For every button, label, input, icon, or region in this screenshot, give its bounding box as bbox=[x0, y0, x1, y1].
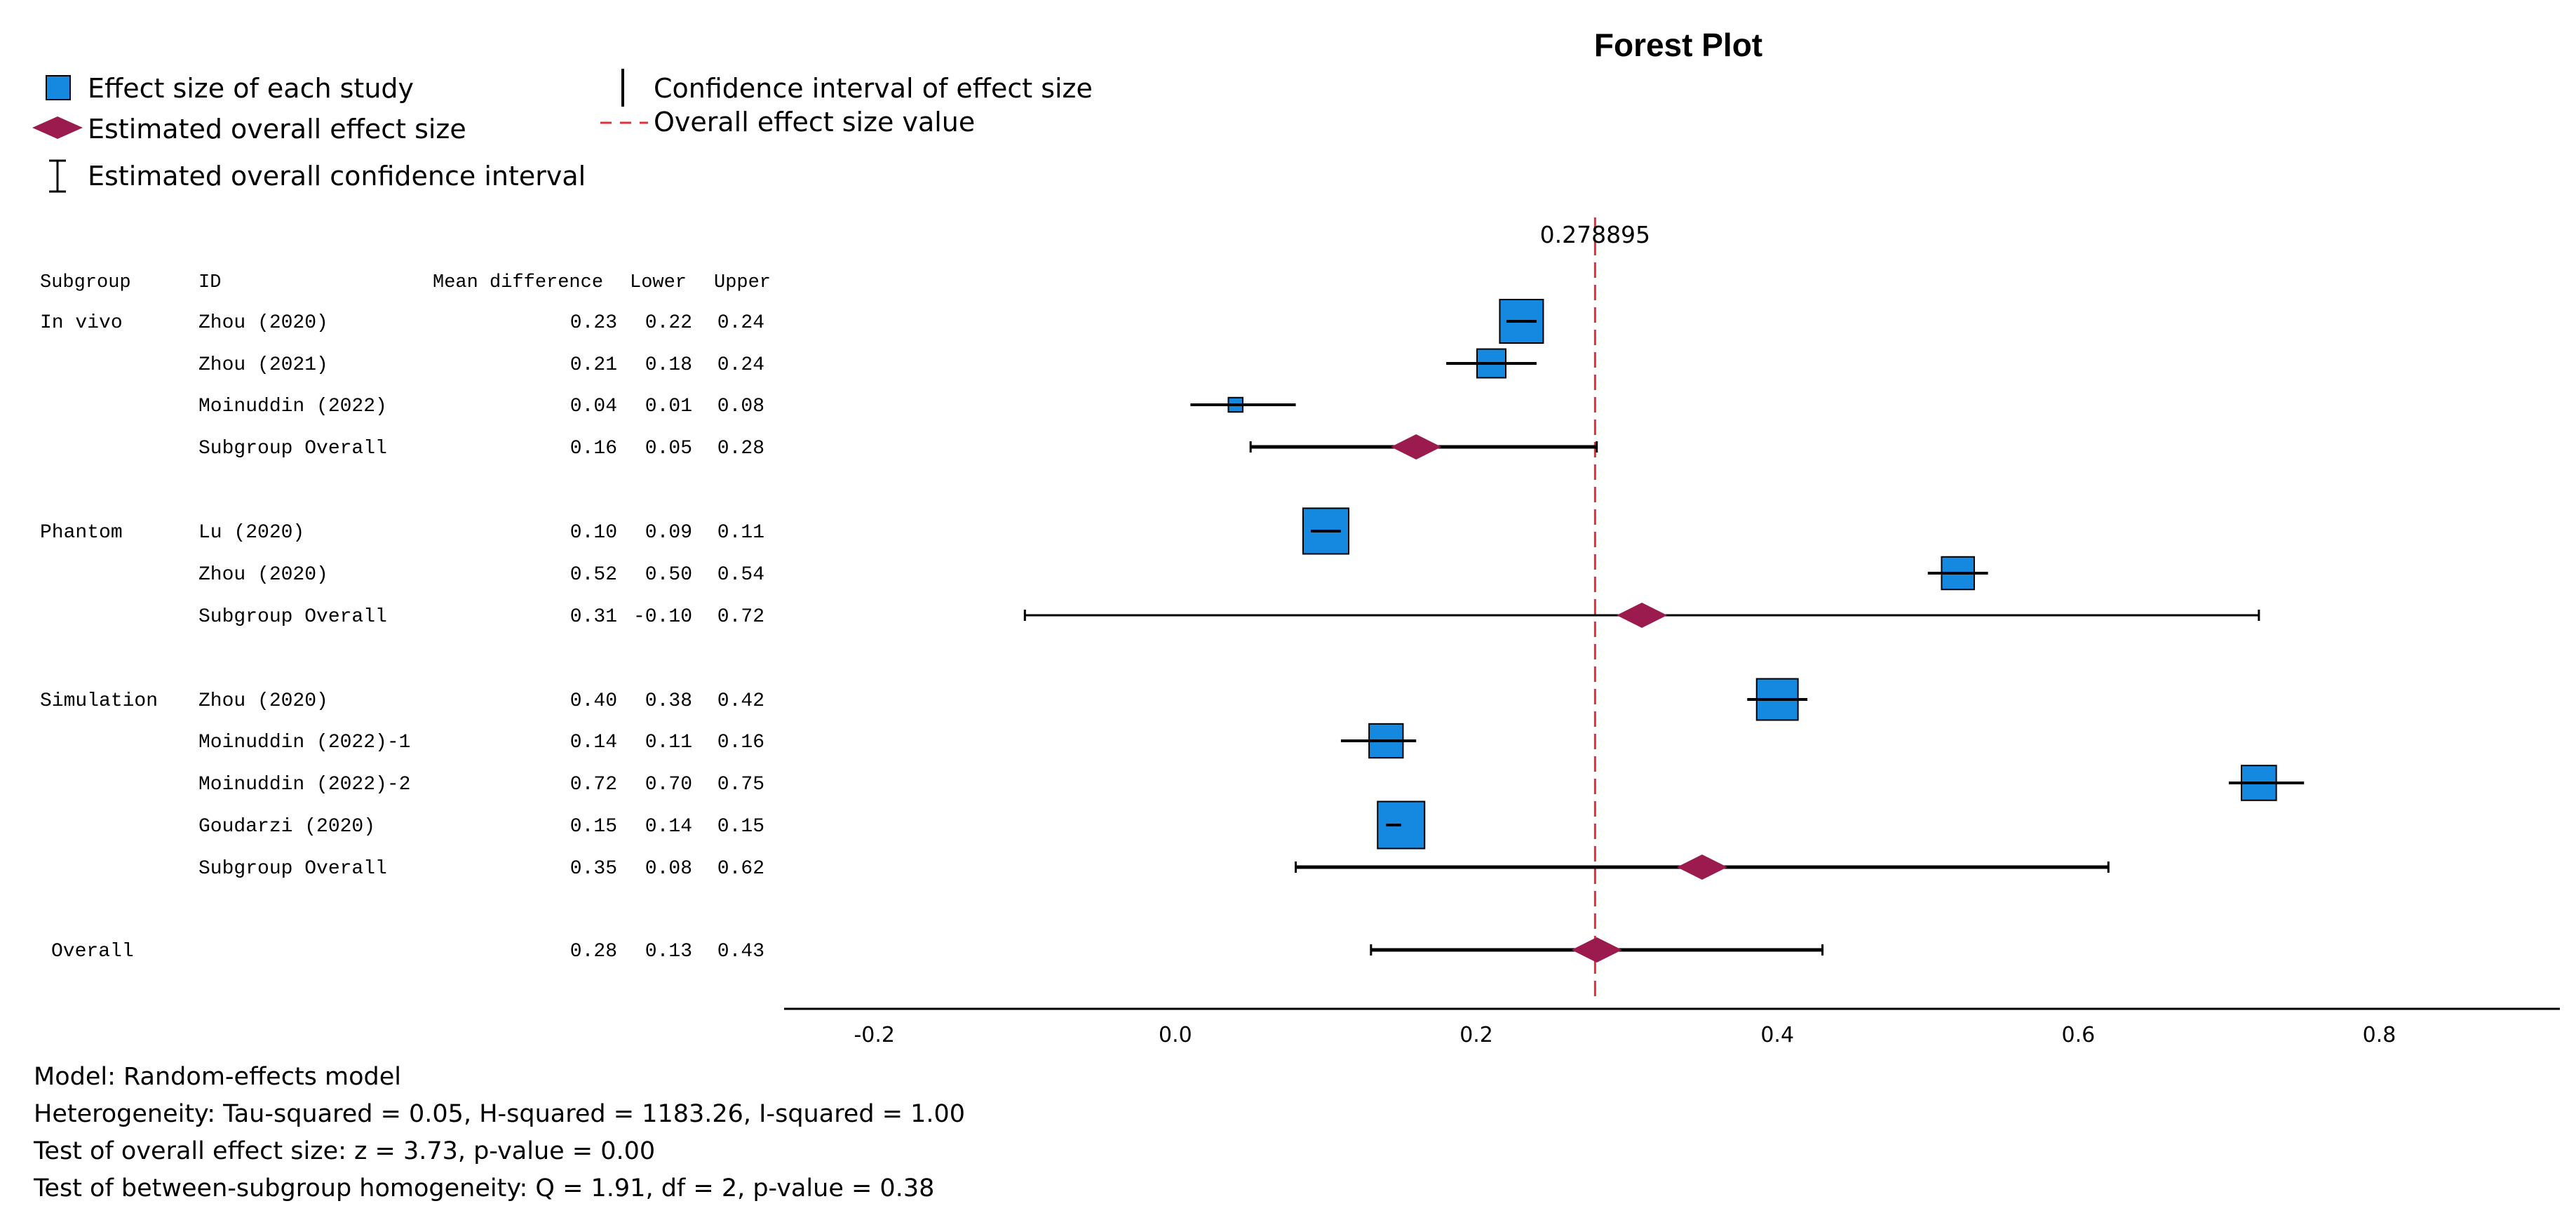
row-lower: 0.13 bbox=[645, 941, 692, 963]
row-mean-difference: 0.40 bbox=[570, 690, 617, 712]
row-study-id: Zhou (2020) bbox=[198, 564, 328, 586]
legend-ref-line-label: Overall effect size value bbox=[654, 107, 975, 138]
row-upper: 0.16 bbox=[717, 732, 764, 753]
footer-overall-test: Test of overall effect size: z = 3.73, p… bbox=[33, 1137, 655, 1165]
x-tick-label: -0.2 bbox=[854, 1023, 895, 1047]
row-study-id: Zhou (2021) bbox=[198, 354, 328, 376]
header-subgroup: Subgroup bbox=[40, 272, 131, 293]
table-header: Subgroup ID Mean difference Lower Upper bbox=[40, 272, 771, 293]
row-lower: -0.10 bbox=[633, 606, 692, 628]
row-study-id: Subgroup Overall bbox=[198, 606, 387, 628]
x-axis-ticks: -0.2 0.0 0.2 0.4 0.6 0.8 bbox=[854, 1023, 2396, 1047]
row-mean-difference: 0.14 bbox=[570, 732, 617, 753]
row-upper: 0.75 bbox=[717, 774, 764, 796]
header-id: ID bbox=[198, 272, 221, 293]
row-lower: 0.50 bbox=[645, 564, 692, 586]
row-study-id: Subgroup Overall bbox=[198, 438, 387, 460]
row-mean-difference: 0.16 bbox=[570, 438, 617, 460]
row-mean-difference: 0.72 bbox=[570, 774, 617, 796]
row-study-id: Lu (2020) bbox=[198, 522, 304, 544]
overall-effect-diamond bbox=[1391, 434, 1442, 460]
overall-effect-diamond bbox=[1676, 854, 1727, 880]
row-upper: 0.28 bbox=[717, 438, 764, 460]
row-upper: 0.11 bbox=[717, 522, 764, 544]
row-upper: 0.42 bbox=[717, 690, 764, 712]
x-tick-label: 0.4 bbox=[1760, 1023, 1794, 1047]
row-study-id: Subgroup Overall bbox=[198, 858, 387, 880]
table-rows: In vivo Zhou (2020) 0.23 0.22 0.24 Zhou (2021… bbox=[40, 312, 764, 963]
row-lower: 0.38 bbox=[645, 690, 692, 712]
legend-study-box-label: Effect size of each study bbox=[88, 73, 414, 104]
row-upper: 0.08 bbox=[717, 396, 764, 417]
row-lower: 0.09 bbox=[645, 522, 692, 544]
x-tick-label: 0.2 bbox=[1459, 1023, 1493, 1047]
row-upper: 0.24 bbox=[717, 312, 764, 334]
row-lower: 0.70 bbox=[645, 774, 692, 796]
legend-overall-ci-label: Estimated overall confidence interval bbox=[88, 161, 586, 192]
chart-title: Forest Plot bbox=[1594, 27, 1762, 63]
row-study-id: Moinuddin (2022)-1 bbox=[198, 732, 410, 753]
row-upper: 0.62 bbox=[717, 858, 764, 880]
row-upper: 0.43 bbox=[717, 941, 764, 963]
row-mean-difference: 0.10 bbox=[570, 522, 617, 544]
row-study-id: Moinuddin (2022)-2 bbox=[198, 774, 410, 796]
header-mean-difference: Mean difference bbox=[433, 272, 603, 293]
row-study-id: Zhou (2020) bbox=[198, 312, 328, 334]
footer-model: Model: Random-effects model bbox=[34, 1063, 401, 1091]
row-upper: 0.15 bbox=[717, 816, 764, 838]
legend-diamond-label: Estimated overall effect size bbox=[88, 114, 466, 145]
x-tick-label: 0.0 bbox=[1159, 1023, 1192, 1047]
x-tick-label: 0.8 bbox=[2363, 1023, 2396, 1047]
row-mean-difference: 0.52 bbox=[570, 564, 617, 586]
row-subgroup-label: Overall bbox=[51, 941, 134, 963]
legend-overall-ci-icon bbox=[49, 159, 66, 193]
row-lower: 0.08 bbox=[645, 858, 692, 880]
model-summary: Model: Random-effects model Heterogeneit… bbox=[33, 1063, 965, 1202]
plot-marks bbox=[1023, 299, 2305, 963]
legend: Effect size of each study Estimated over… bbox=[32, 69, 1093, 193]
row-mean-difference: 0.21 bbox=[570, 354, 617, 376]
row-mean-difference: 0.28 bbox=[570, 941, 617, 963]
footer-subgroup-test: Test of between-subgroup homogeneity: Q … bbox=[33, 1174, 934, 1202]
row-subgroup-label: Simulation bbox=[40, 690, 158, 712]
legend-study-box-icon bbox=[46, 75, 71, 100]
row-mean-difference: 0.15 bbox=[570, 816, 617, 838]
header-lower: Lower bbox=[630, 272, 687, 293]
row-upper: 0.24 bbox=[717, 354, 764, 376]
row-subgroup-label: In vivo bbox=[40, 312, 123, 334]
row-subgroup-label: Phantom bbox=[40, 522, 123, 544]
row-mean-difference: 0.35 bbox=[570, 858, 617, 880]
overall-effect-diamond bbox=[1617, 603, 1668, 628]
row-upper: 0.54 bbox=[717, 564, 764, 586]
row-lower: 0.14 bbox=[645, 816, 692, 838]
row-lower: 0.05 bbox=[645, 438, 692, 460]
row-lower: 0.11 bbox=[645, 732, 692, 753]
row-mean-difference: 0.31 bbox=[570, 606, 617, 628]
overall-effect-diamond bbox=[1571, 937, 1622, 963]
row-study-id: Moinuddin (2022) bbox=[198, 396, 387, 417]
header-upper: Upper bbox=[714, 272, 771, 293]
legend-diamond-icon bbox=[32, 116, 83, 139]
footer-heterogeneity: Heterogeneity: Tau-squared = 0.05, H-squ… bbox=[34, 1100, 965, 1128]
row-lower: 0.22 bbox=[645, 312, 692, 334]
row-upper: 0.72 bbox=[717, 606, 764, 628]
row-mean-difference: 0.04 bbox=[570, 396, 617, 417]
overall-effect-value-label: 0.278895 bbox=[1540, 221, 1650, 248]
row-study-id: Goudarzi (2020) bbox=[198, 816, 375, 838]
row-lower: 0.18 bbox=[645, 354, 692, 376]
row-mean-difference: 0.23 bbox=[570, 312, 617, 334]
row-study-id: Zhou (2020) bbox=[198, 690, 328, 712]
x-tick-label: 0.6 bbox=[2061, 1023, 2095, 1047]
row-lower: 0.01 bbox=[645, 396, 692, 417]
legend-study-ci-label: Confidence interval of effect size bbox=[654, 73, 1093, 104]
